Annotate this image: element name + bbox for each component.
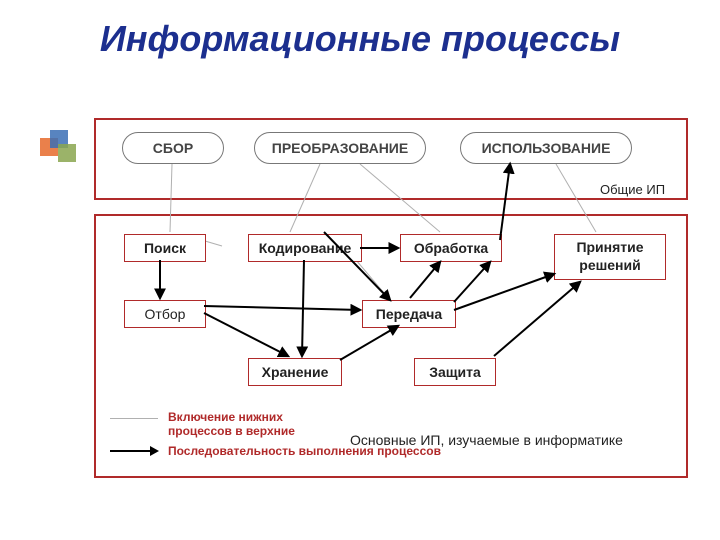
pill-preobr: ПРЕОБРАЗОВАНИЕ [254,132,426,164]
node-prin: Принятие решений [554,234,666,280]
node-hran: Хранение [248,358,342,386]
legend-thin-line-swatch [110,418,158,419]
legend-thin-line-text: Включение нижних процессов в верхние [168,410,338,439]
node-poisk: Поиск [124,234,206,262]
logo-square [58,144,76,162]
legend-arrow-text: Последовательность выполнения процессов [168,444,441,458]
pill-sbor: СБОР [122,132,224,164]
legend-arrow-swatch-line [110,450,150,452]
page-title: Информационные процессы [0,18,720,59]
node-zash: Защита [414,358,496,386]
node-kodir: Кодирование [248,234,362,262]
legend-arrow-swatch-head [150,446,159,456]
upper-group-label: Общие ИП [600,182,665,197]
node-obr: Обработка [400,234,502,262]
page: Информационные процессы Общие ИП Основны… [0,0,720,540]
pill-ispol: ИСПОЛЬЗОВАНИЕ [460,132,632,164]
node-pered: Передача [362,300,456,328]
node-otbor: Отбор [124,300,206,328]
